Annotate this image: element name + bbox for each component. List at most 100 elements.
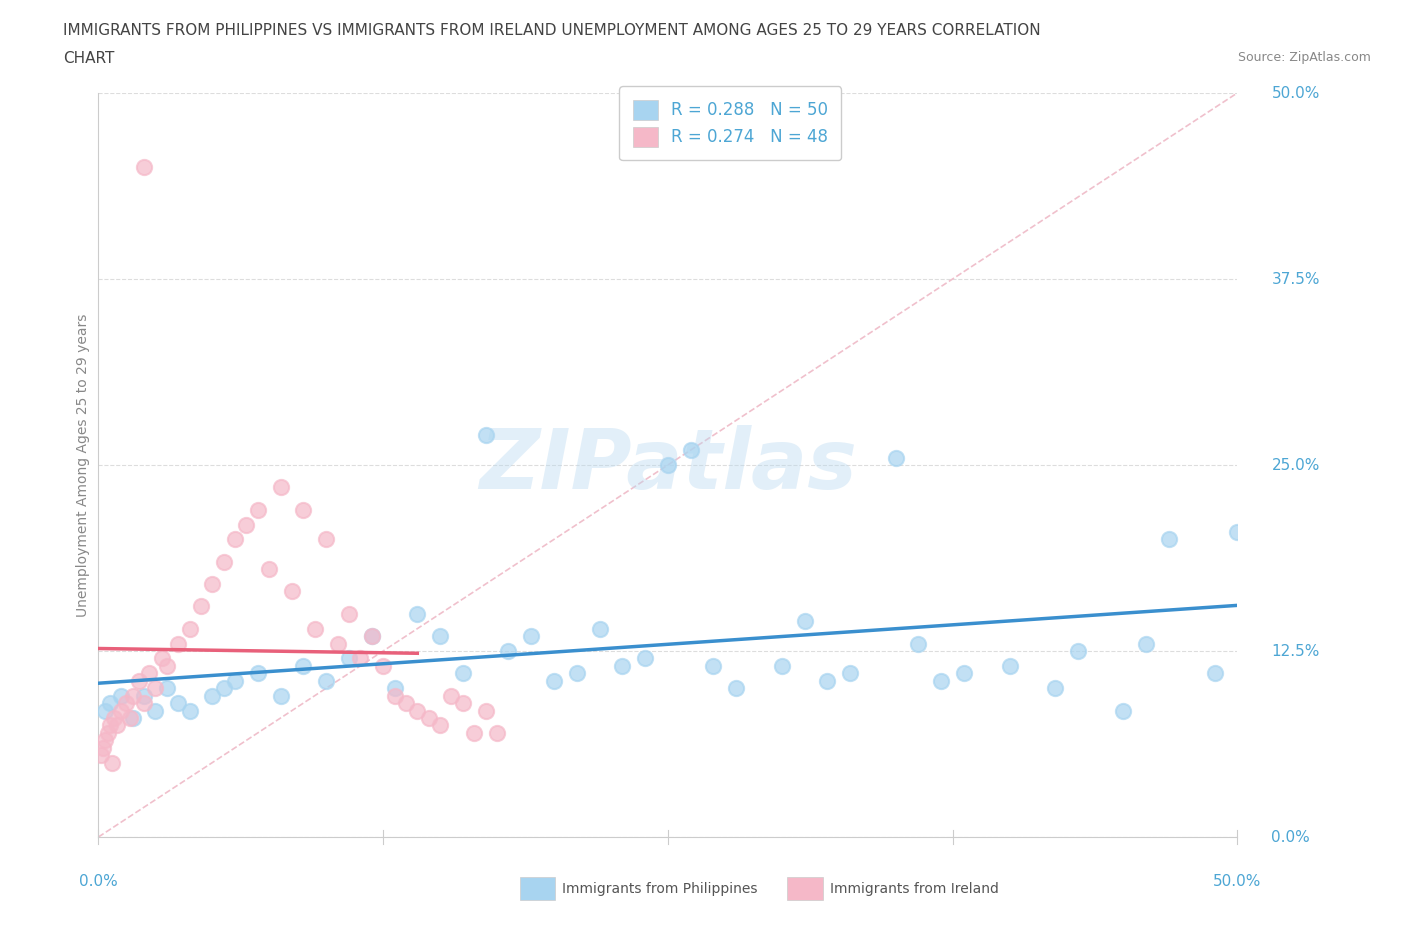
Point bbox=[929, 673, 952, 688]
Point bbox=[1067, 644, 1090, 658]
Point bbox=[145, 703, 167, 718]
Point bbox=[588, 621, 610, 636]
Point bbox=[451, 696, 474, 711]
Point bbox=[315, 673, 337, 688]
Point bbox=[418, 711, 440, 725]
Point bbox=[474, 428, 496, 443]
Point bbox=[156, 658, 179, 673]
Point bbox=[884, 450, 907, 465]
Point bbox=[132, 160, 155, 175]
Point bbox=[128, 673, 150, 688]
Text: 37.5%: 37.5% bbox=[1271, 272, 1320, 286]
Point bbox=[440, 688, 463, 703]
Point bbox=[121, 711, 143, 725]
Point bbox=[270, 688, 292, 703]
Point bbox=[384, 681, 406, 696]
Text: 12.5%: 12.5% bbox=[1271, 644, 1320, 658]
Point bbox=[138, 666, 160, 681]
Point bbox=[429, 629, 451, 644]
Point bbox=[246, 502, 269, 517]
Point bbox=[371, 658, 394, 673]
Point bbox=[94, 703, 117, 718]
Point bbox=[1204, 666, 1226, 681]
Text: 50.0%: 50.0% bbox=[1213, 874, 1261, 889]
Point bbox=[201, 577, 224, 591]
Point bbox=[224, 532, 246, 547]
Point bbox=[101, 755, 124, 770]
Point bbox=[463, 725, 485, 740]
Text: 0.0%: 0.0% bbox=[79, 874, 118, 889]
Text: Immigrants from Philippines: Immigrants from Philippines bbox=[562, 882, 758, 897]
Point bbox=[360, 629, 382, 644]
Point bbox=[429, 718, 451, 733]
Point bbox=[406, 703, 429, 718]
Point bbox=[634, 651, 657, 666]
Point bbox=[167, 636, 190, 651]
Text: IMMIGRANTS FROM PHILIPPINES VS IMMIGRANTS FROM IRELAND UNEMPLOYMENT AMONG AGES 2: IMMIGRANTS FROM PHILIPPINES VS IMMIGRANT… bbox=[63, 23, 1040, 38]
Point bbox=[657, 458, 679, 472]
Point bbox=[156, 681, 179, 696]
Point bbox=[212, 681, 235, 696]
Point bbox=[94, 733, 117, 748]
Point bbox=[212, 554, 235, 569]
Point bbox=[292, 658, 315, 673]
Point bbox=[132, 696, 155, 711]
Point bbox=[770, 658, 793, 673]
Y-axis label: Unemployment Among Ages 25 to 29 years: Unemployment Among Ages 25 to 29 years bbox=[76, 313, 90, 617]
Point bbox=[349, 651, 371, 666]
Point bbox=[543, 673, 565, 688]
Point bbox=[384, 688, 406, 703]
Point bbox=[98, 696, 121, 711]
Text: Source: ZipAtlas.com: Source: ZipAtlas.com bbox=[1237, 51, 1371, 64]
Point bbox=[90, 748, 112, 763]
Point bbox=[360, 629, 382, 644]
Point bbox=[114, 696, 136, 711]
Point bbox=[281, 584, 304, 599]
Point bbox=[474, 703, 496, 718]
Point bbox=[326, 636, 349, 651]
Point bbox=[121, 688, 143, 703]
Point bbox=[998, 658, 1021, 673]
Point bbox=[486, 725, 509, 740]
Point bbox=[110, 688, 132, 703]
Point bbox=[120, 711, 142, 725]
Point bbox=[103, 711, 125, 725]
Point bbox=[246, 666, 269, 681]
Text: Immigrants from Ireland: Immigrants from Ireland bbox=[830, 882, 998, 897]
Point bbox=[132, 688, 155, 703]
Point bbox=[150, 651, 173, 666]
Point bbox=[565, 666, 588, 681]
Point bbox=[498, 644, 520, 658]
Point bbox=[270, 480, 292, 495]
Point bbox=[1135, 636, 1157, 651]
Point bbox=[337, 651, 360, 666]
Point bbox=[91, 740, 114, 755]
Point bbox=[105, 718, 128, 733]
Point bbox=[406, 606, 429, 621]
Point bbox=[145, 681, 167, 696]
Point bbox=[953, 666, 976, 681]
Point bbox=[201, 688, 224, 703]
Point bbox=[98, 718, 121, 733]
Point bbox=[315, 532, 337, 547]
Legend: R = 0.288   N = 50, R = 0.274   N = 48: R = 0.288 N = 50, R = 0.274 N = 48 bbox=[620, 86, 841, 161]
Point bbox=[96, 725, 118, 740]
Point bbox=[337, 606, 360, 621]
Point bbox=[839, 666, 862, 681]
Point bbox=[179, 703, 201, 718]
Text: 0.0%: 0.0% bbox=[1271, 830, 1310, 844]
Point bbox=[179, 621, 201, 636]
Point bbox=[1157, 532, 1180, 547]
Text: 50.0%: 50.0% bbox=[1271, 86, 1320, 100]
Point bbox=[725, 681, 748, 696]
Point bbox=[292, 502, 315, 517]
Point bbox=[235, 517, 257, 532]
Point bbox=[224, 673, 246, 688]
Point bbox=[612, 658, 634, 673]
Point bbox=[259, 562, 281, 577]
Point bbox=[793, 614, 815, 629]
Point bbox=[1112, 703, 1135, 718]
Point bbox=[1043, 681, 1066, 696]
Point bbox=[451, 666, 474, 681]
Point bbox=[395, 696, 418, 711]
